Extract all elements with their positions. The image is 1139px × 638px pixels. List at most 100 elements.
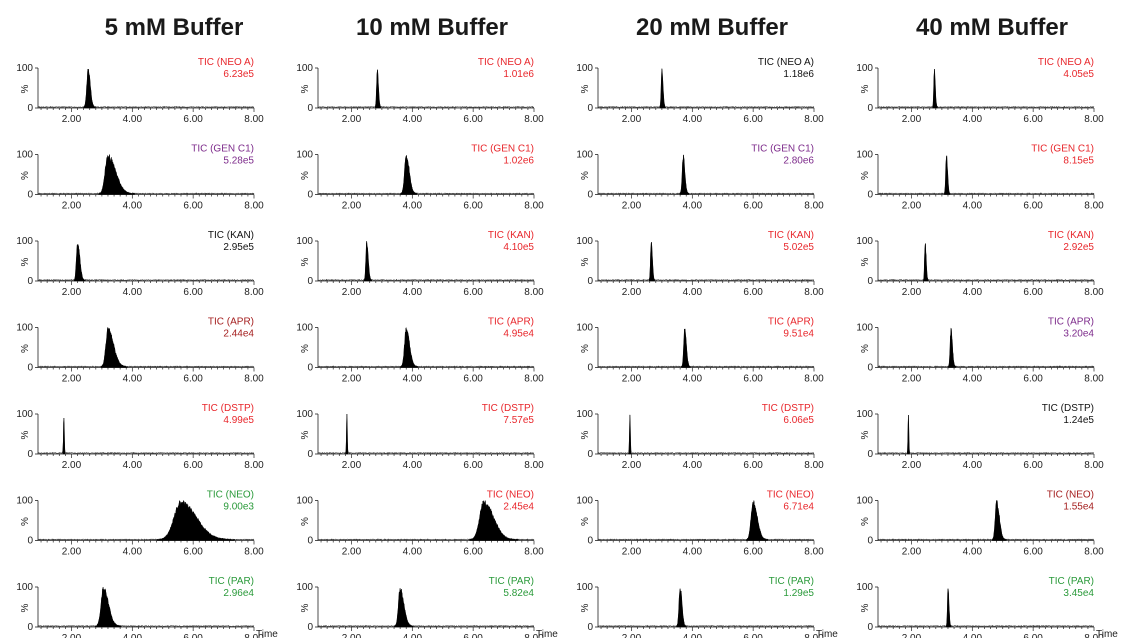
x-tick-label: 6.00	[1023, 114, 1043, 125]
trace-intensity: 9.00e3	[223, 502, 254, 513]
y-tick-label: 100	[576, 150, 593, 161]
peak-fill	[375, 69, 382, 109]
trace-intensity: 8.15e5	[1063, 156, 1094, 167]
peak-fill	[156, 500, 235, 541]
peak-fill	[948, 327, 957, 368]
x-tick-label: 4.00	[123, 460, 143, 471]
x-tick-label: 8.00	[804, 547, 824, 558]
y-axis-label: %	[580, 257, 591, 266]
y-tick-label: 100	[296, 63, 313, 74]
x-tick-label: 6.00	[1023, 374, 1043, 385]
y-axis-label: %	[20, 430, 31, 439]
y-axis-label: %	[300, 171, 311, 180]
x-tick-label: 6.00	[463, 287, 483, 298]
chromatogram-panel: 100 0% 2.00 4.00 6.00 8.00 TIC (APR)3.20e4	[856, 317, 1104, 385]
x-tick-label: 8.00	[244, 287, 264, 298]
chromatogram-panel: 100 0% 2.00 4.00 6.00 8.00 TIC (KAN)5.02e5	[576, 230, 824, 298]
x-tick-label: 2.00	[62, 114, 82, 125]
x-tick-label: 6.00	[1023, 633, 1043, 638]
baseline-trace	[37, 154, 255, 195]
baseline-trace	[317, 241, 535, 282]
trace-intensity: 4.95e4	[503, 329, 534, 340]
y-axis-label: %	[300, 257, 311, 266]
trace-label: TIC (GEN C1)	[751, 144, 814, 155]
x-axis-label: Time	[256, 629, 278, 638]
y-tick-label: 100	[16, 150, 33, 161]
trace-intensity: 2.44e4	[223, 329, 254, 340]
trace-intensity: 2.92e5	[1063, 242, 1094, 253]
x-tick-label: 2.00	[622, 114, 642, 125]
y-tick-label: 100	[16, 496, 33, 507]
peak-fill	[62, 417, 66, 455]
y-tick-label: 100	[856, 409, 873, 420]
y-tick-label: 0	[27, 190, 33, 201]
trace-label: TIC (NEO A)	[478, 57, 534, 68]
trace-label: TIC (GEN C1)	[1031, 144, 1094, 155]
trace-label: TIC (APR)	[768, 317, 814, 328]
x-tick-label: 8.00	[1084, 114, 1104, 125]
column-title-5mm: 5 mM Buffer	[104, 14, 244, 41]
x-tick-label: 8.00	[804, 633, 824, 638]
baseline-trace	[317, 413, 535, 455]
x-tick-label: 8.00	[524, 547, 544, 558]
x-tick-label: 8.00	[524, 374, 544, 385]
x-tick-label: 6.00	[1023, 460, 1043, 471]
y-axis-label: %	[580, 603, 591, 612]
chromatogram-panel: 100 0% 2.00 4.00 6.00 8.00 TIC (NEO)9.00e3	[16, 490, 264, 558]
x-tick-label: 2.00	[622, 547, 642, 558]
x-tick-label: 4.00	[683, 114, 703, 125]
peak-fill	[98, 154, 135, 195]
y-axis-label: %	[860, 430, 871, 439]
chromatogram-panel: 100 0% 2.00 4.00 6.00 8.00 TIC (KAN)2.95e5	[16, 230, 264, 298]
y-tick-label: 0	[307, 363, 313, 374]
trace-label: TIC (DSTP)	[1042, 403, 1094, 414]
x-tick-label: 6.00	[463, 633, 483, 638]
trace-label: TIC (NEO A)	[1038, 57, 1094, 68]
y-axis-label: %	[860, 517, 871, 526]
baseline-trace	[878, 327, 1095, 368]
x-tick-label: 2.00	[902, 114, 922, 125]
chromatogram-panel: 100 0% 2.00 4.00 6.00 8.00 TIC (KAN)2.92e5	[856, 230, 1104, 298]
x-tick-label: 4.00	[403, 460, 423, 471]
x-tick-label: 4.00	[123, 547, 143, 558]
trace-intensity: 4.99e5	[223, 415, 254, 426]
chromatogram-panel: 100 0% 2.00 4.00 6.00 8.00 TIC (GEN C1)5.28e5	[16, 144, 264, 212]
y-axis-label: %	[860, 344, 871, 353]
y-tick-label: 100	[296, 323, 313, 334]
x-tick-label: 6.00	[183, 633, 203, 638]
x-tick-label: 4.00	[963, 633, 983, 638]
x-tick-label: 8.00	[1084, 374, 1104, 385]
y-tick-label: 100	[296, 496, 313, 507]
chromatogram-panel: 100 0% 2.00 4.00 6.00 8.00 TIC (NEO A)1.18e6	[576, 57, 824, 125]
peak-fill	[363, 241, 372, 282]
chromatogram-panel: 100 0% 2.00 4.00 6.00 8.00 TIC (GEN C1)8.15e5	[856, 144, 1104, 212]
trace-label: TIC (NEO)	[487, 490, 534, 501]
chromatogram-panel: 100 0% 2.00 4.00 6.00 8.00 TIC (DSTP)6.06e5	[576, 403, 824, 471]
y-tick-label: 100	[296, 582, 313, 593]
x-tick-label: 2.00	[62, 287, 82, 298]
peak-fill	[648, 242, 656, 282]
x-tick-label: 8.00	[1084, 201, 1104, 212]
x-tick-label: 8.00	[804, 114, 824, 125]
peak-fill	[400, 155, 418, 195]
y-tick-label: 0	[307, 536, 313, 547]
baseline-trace	[877, 243, 1095, 282]
y-axis-label: %	[300, 517, 311, 526]
chromatogram-panel: 100 0% 2.00 4.00 6.00 8.00 TIC (NEO A)1.01e6	[296, 57, 544, 125]
y-tick-label: 0	[27, 363, 33, 374]
y-tick-label: 100	[856, 582, 873, 593]
trace-label: TIC (APR)	[208, 317, 254, 328]
trace-label: TIC (NEO A)	[758, 57, 814, 68]
peak-fill	[659, 68, 666, 109]
trace-label: TIC (APR)	[488, 317, 534, 328]
chromatogram-panel: 100 0% 2.00 4.00 6.00 8.00 TIC (APR)9.51e4	[576, 317, 824, 385]
trace-label: TIC (PAR)	[769, 576, 814, 587]
trace-intensity: 4.05e5	[1063, 69, 1094, 80]
x-tick-label: 4.00	[123, 374, 143, 385]
peak-fill	[345, 413, 349, 455]
x-tick-label: 4.00	[683, 374, 703, 385]
y-tick-label: 0	[867, 103, 873, 114]
trace-intensity: 1.02e6	[503, 156, 534, 167]
x-tick-label: 6.00	[183, 547, 203, 558]
baseline-trace	[597, 68, 815, 109]
